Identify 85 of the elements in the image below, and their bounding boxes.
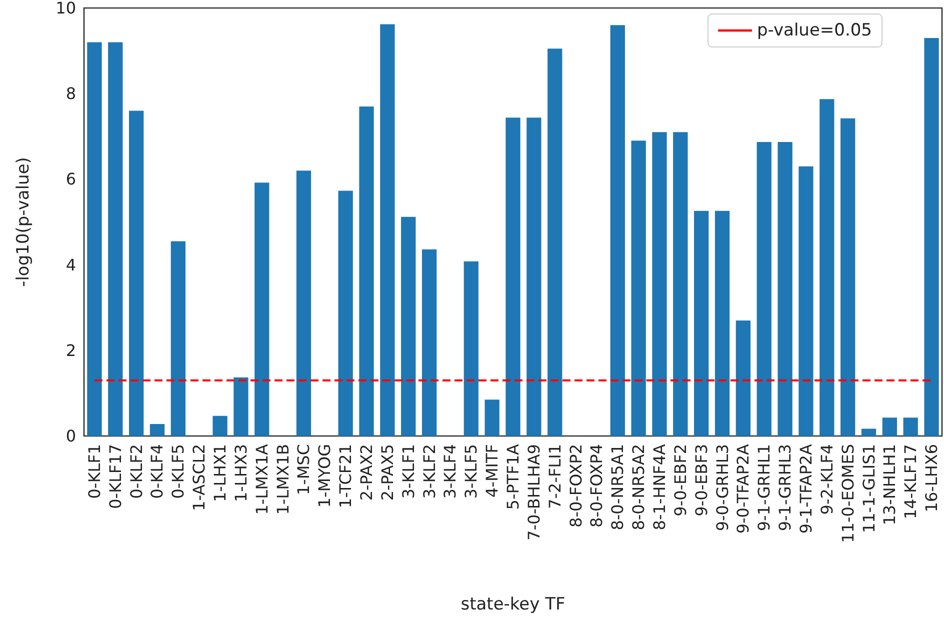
bar	[380, 24, 395, 436]
bar	[631, 140, 646, 436]
bar	[610, 25, 625, 436]
bar	[108, 42, 123, 436]
bar	[652, 132, 667, 436]
bar	[506, 118, 520, 436]
bar	[254, 182, 270, 436]
x-tick-label: 9-0-EBF3	[692, 444, 711, 516]
y-tick-label: 0	[66, 426, 76, 446]
bar	[401, 216, 416, 436]
bar	[924, 38, 939, 436]
x-tick-label: 8-0-NR5A2	[629, 444, 648, 530]
x-tick-label: 1-MYOG	[315, 444, 334, 508]
bar	[694, 210, 709, 436]
y-tick-label: 2	[66, 340, 76, 360]
x-tick-label: 9-0-GRHL3	[712, 444, 732, 532]
bar	[548, 48, 562, 436]
x-tick-label: 9-1-GRHL1	[754, 444, 774, 532]
bar	[212, 416, 228, 436]
x-tick-label: 13-NHLH1	[880, 444, 900, 526]
bar	[87, 42, 102, 436]
bar	[840, 118, 856, 436]
y-tick-label: 8	[66, 84, 76, 104]
x-tick-label: 0-KLF17	[106, 444, 125, 509]
x-tick-label: 4-MITF	[482, 444, 502, 498]
x-tick-label: 9-0-TFAP2A	[734, 444, 753, 534]
legend-label: p-value=0.05	[757, 20, 872, 40]
x-tick-label: 3-KLF5	[462, 444, 481, 499]
bar	[296, 170, 312, 436]
x-tick-label: 5-PTF1A	[504, 444, 522, 510]
x-tick-label: 7-0-BHLHA9	[524, 444, 544, 540]
x-tick-label: 1-LHX1	[210, 444, 230, 502]
x-tick-label: 9-0-EBF2	[670, 444, 690, 516]
y-tick-label: 4	[66, 255, 76, 274]
bar	[359, 106, 374, 436]
x-tick-label: 2-PAX2	[357, 444, 376, 501]
bar	[170, 241, 186, 436]
bar	[128, 110, 144, 436]
y-tick-label: 6	[66, 170, 76, 189]
x-tick-label: 1-ASCL2	[190, 444, 209, 511]
x-tick-label: 11-1-GLIS1	[859, 444, 878, 534]
x-tick-label: 0-KLF4	[148, 444, 167, 499]
x-axis-title: state-key TF	[460, 594, 566, 614]
x-tick-label: 3-KLF4	[440, 444, 460, 499]
x-tick-label: 9-2-KLF4	[817, 444, 836, 515]
x-tick-label: 1-LHX3	[231, 444, 250, 502]
bar	[798, 166, 814, 436]
x-tick-label: 8-0-FOXP4	[587, 444, 606, 528]
x-tick-label: 3-KLF1	[398, 444, 418, 499]
bar	[714, 210, 730, 436]
x-tick-label: 3-KLF2	[420, 444, 439, 499]
bar	[903, 418, 918, 436]
bar	[736, 320, 751, 436]
x-tick-label: 9-1-GRHL3	[776, 444, 795, 532]
bar	[882, 418, 898, 436]
bar	[464, 261, 478, 436]
bar	[756, 142, 772, 436]
bar	[820, 99, 834, 436]
bar	[150, 424, 165, 436]
x-tick-label: 16-LHX6	[922, 444, 942, 512]
x-tick-label: 1-LMX1A	[252, 444, 272, 515]
y-axis-title: -log10(p-value)	[14, 157, 34, 287]
x-tick-label: 1-LMX1B	[273, 444, 292, 515]
bar	[422, 249, 437, 436]
x-tick-label: 14-KLF17	[901, 444, 920, 520]
x-tick-label: 0-KLF5	[168, 444, 188, 499]
x-tick-label: 1-MSC	[294, 444, 314, 496]
bar	[778, 142, 792, 436]
x-tick-label: 2-PAX5	[378, 444, 397, 501]
bar	[673, 132, 688, 436]
x-tick-label: 0-KLF2	[126, 444, 146, 499]
x-tick-label: 7-2-FLI1	[545, 444, 564, 509]
x-tick-label: 1-TCF21	[336, 444, 356, 508]
x-tick-label: 8-0-FOXP2	[566, 444, 586, 528]
y-tick-label: 10	[56, 0, 76, 18]
x-tick-label: 8-0-NR5A1	[608, 444, 628, 530]
bar	[338, 190, 353, 436]
x-tick-label: 11-0-EOMES	[838, 444, 858, 543]
bar	[861, 428, 876, 436]
bar	[526, 118, 542, 436]
x-tick-label: 0-KLF1	[84, 444, 104, 499]
bar	[234, 377, 248, 436]
x-tick-label: 8-1-HNF4A	[650, 444, 669, 530]
bar	[484, 400, 500, 436]
x-tick-label: 9-1-TFAP2A	[796, 444, 816, 534]
